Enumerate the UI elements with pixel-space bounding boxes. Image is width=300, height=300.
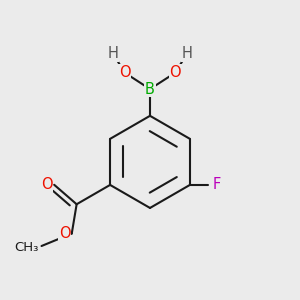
- Text: O: O: [58, 226, 70, 241]
- Text: O: O: [119, 65, 130, 80]
- Text: F: F: [212, 177, 220, 192]
- Text: H: H: [182, 46, 193, 61]
- Text: O: O: [169, 65, 181, 80]
- Text: B: B: [145, 82, 155, 97]
- Text: H: H: [107, 46, 118, 61]
- Text: O: O: [41, 177, 53, 192]
- Text: CH₃: CH₃: [14, 241, 39, 254]
